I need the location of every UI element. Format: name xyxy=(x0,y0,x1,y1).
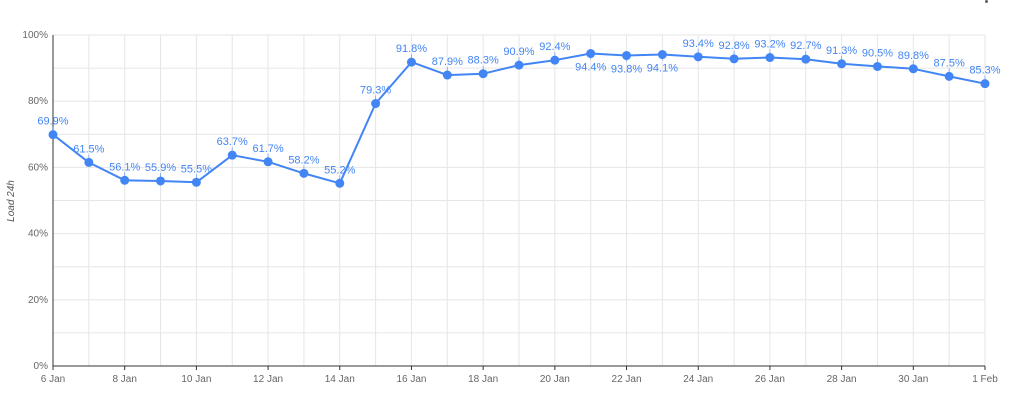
data-label: 90.9% xyxy=(503,46,534,58)
x-tick-label: 30 Jan xyxy=(898,374,928,385)
y-tick-label: 40% xyxy=(28,229,48,240)
data-label: 85.3% xyxy=(969,65,1000,77)
x-tick-label: 28 Jan xyxy=(827,374,857,385)
data-label: 63.7% xyxy=(217,136,248,148)
y-tick-label: 80% xyxy=(28,96,48,107)
data-label: 58.2% xyxy=(288,154,319,166)
data-label: 94.4% xyxy=(575,62,606,74)
x-tick-label: 10 Jan xyxy=(181,374,211,385)
data-label: 87.5% xyxy=(934,57,965,69)
data-label: 55.2% xyxy=(324,164,355,176)
data-label: 61.7% xyxy=(252,143,283,155)
data-label: 61.5% xyxy=(73,143,104,155)
data-label: 92.7% xyxy=(790,40,821,52)
data-label: 89.8% xyxy=(898,50,929,62)
data-label: 93.8% xyxy=(611,64,642,76)
data-label: 91.8% xyxy=(396,43,427,55)
data-label: 87.9% xyxy=(432,56,463,68)
x-tick-label: 6 Jan xyxy=(41,374,65,385)
x-tick-label: 26 Jan xyxy=(755,374,785,385)
y-axis-label: Load 24h xyxy=(6,180,17,222)
y-tick-label: 60% xyxy=(28,162,48,173)
data-label: 93.2% xyxy=(754,39,785,51)
x-tick-label: 16 Jan xyxy=(396,374,426,385)
x-tick-label: 18 Jan xyxy=(468,374,498,385)
x-tick-label: 24 Jan xyxy=(683,374,713,385)
x-tick-label: 14 Jan xyxy=(325,374,355,385)
data-label: 94.1% xyxy=(647,63,678,75)
x-tick-label: 1 Feb xyxy=(972,374,998,385)
grid xyxy=(53,34,986,366)
data-label: 69.9% xyxy=(37,116,68,128)
data-label: 92.4% xyxy=(539,41,570,53)
y-tick-label: 0% xyxy=(34,361,49,372)
x-tick-label: 20 Jan xyxy=(540,374,570,385)
data-label: 88.3% xyxy=(468,55,499,67)
data-label: 90.5% xyxy=(862,47,893,59)
more-vert-icon[interactable] xyxy=(982,0,992,10)
x-tick-label: 8 Jan xyxy=(112,374,136,385)
y-tick-label: 20% xyxy=(28,295,48,306)
x-tick-label: 12 Jan xyxy=(253,374,283,385)
data-label: 55.5% xyxy=(181,163,212,175)
data-label: 93.4% xyxy=(683,38,714,50)
x-tick-label: 22 Jan xyxy=(612,374,642,385)
data-label: 79.3% xyxy=(360,85,391,97)
axes: 0% 20% 40% 60% 80% 100% 6 Jan 8 Jan 10 Jan 12 Jan… xyxy=(22,30,998,385)
data-label: 56.1% xyxy=(109,161,140,173)
data-label: 55.9% xyxy=(145,162,176,174)
data-label: 92.8% xyxy=(718,40,749,52)
data-label-layer: 69.9% 61.5% 56.1% 55.9% 55.5% 63.7% 61.7% 58.2%… xyxy=(37,38,1001,184)
data-label: 91.3% xyxy=(826,45,857,57)
y-tick-label: 100% xyxy=(22,30,48,41)
